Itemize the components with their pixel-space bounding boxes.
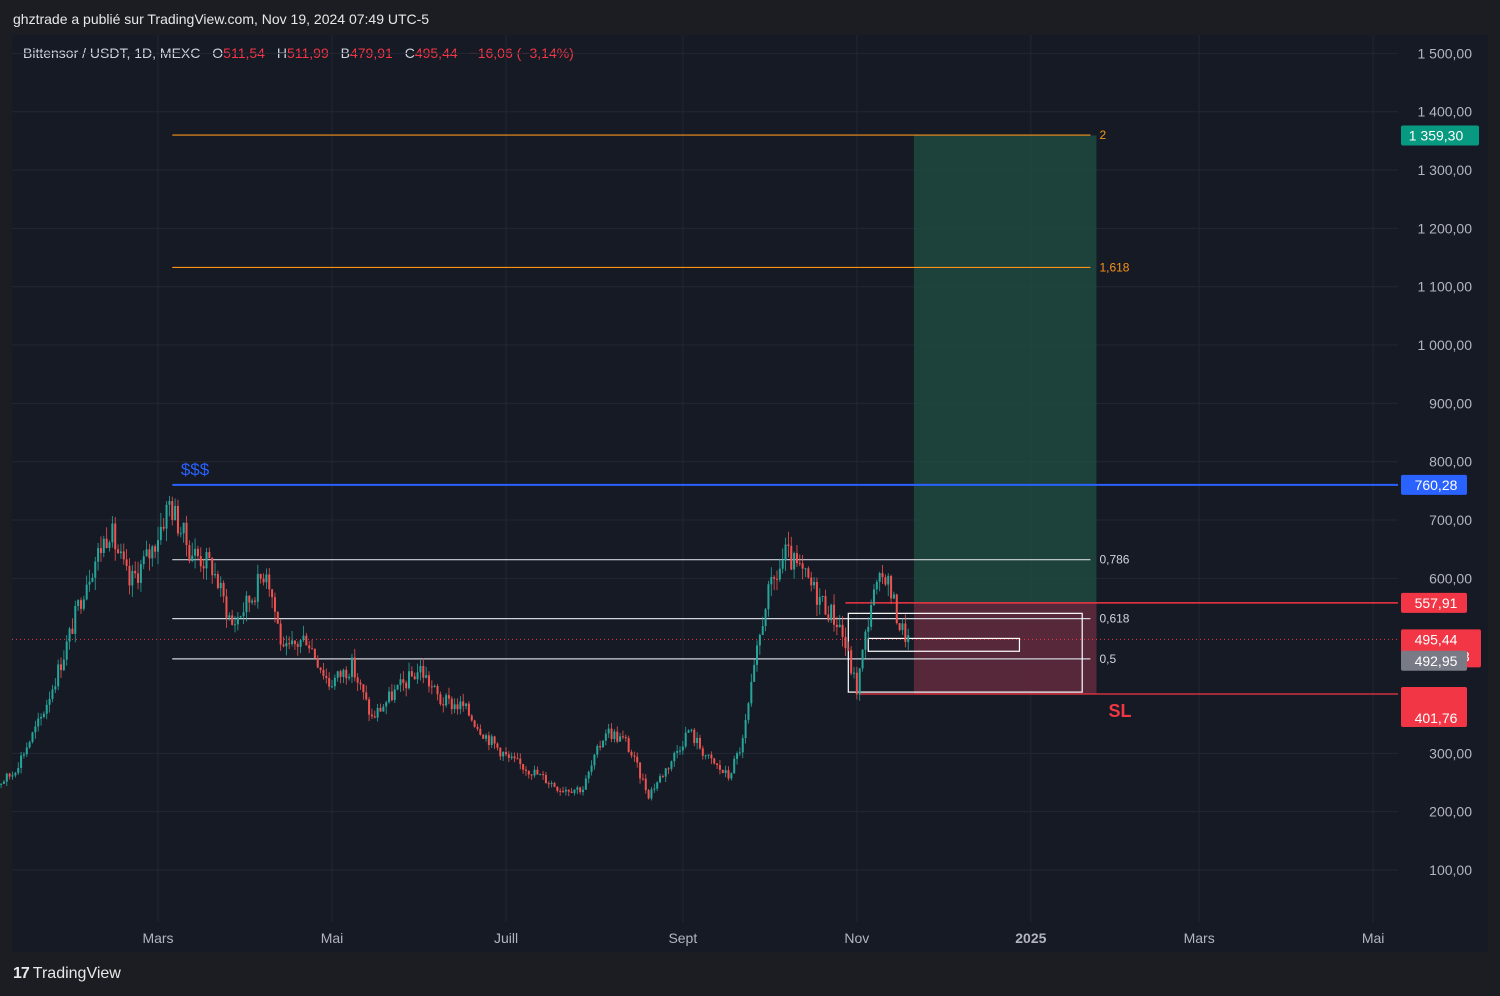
- change-value: −16,06 (−3,14%): [469, 45, 574, 61]
- candle-body: [0, 783, 3, 785]
- symbol-header: Bittensor / USDT, 1D, MEXC O511,54 H511,…: [23, 45, 574, 61]
- low-label: B: [340, 45, 350, 61]
- high-label: H: [276, 45, 287, 61]
- open-value: 511,54: [223, 45, 265, 61]
- low-value: 479,91: [349, 45, 393, 61]
- candle-body: [5, 773, 8, 782]
- tradingview-brand[interactable]: 17 TradingView: [13, 965, 121, 983]
- high-value: 511,99: [286, 45, 329, 61]
- candle-body: [2, 781, 5, 784]
- published-by-line: ghztrade a publié sur TradingView.com, N…: [13, 11, 430, 27]
- close-value: 495,44: [414, 45, 458, 61]
- tradingview-logo-icon: 17: [13, 965, 30, 982]
- brand-name: TradingView: [32, 965, 121, 982]
- chart-frame[interactable]: [12, 35, 1488, 952]
- candle-body: [8, 773, 11, 777]
- open-label: O: [212, 45, 224, 61]
- close-label: C: [404, 45, 415, 61]
- symbol-name[interactable]: Bittensor / USDT, 1D, MEXC: [23, 45, 201, 61]
